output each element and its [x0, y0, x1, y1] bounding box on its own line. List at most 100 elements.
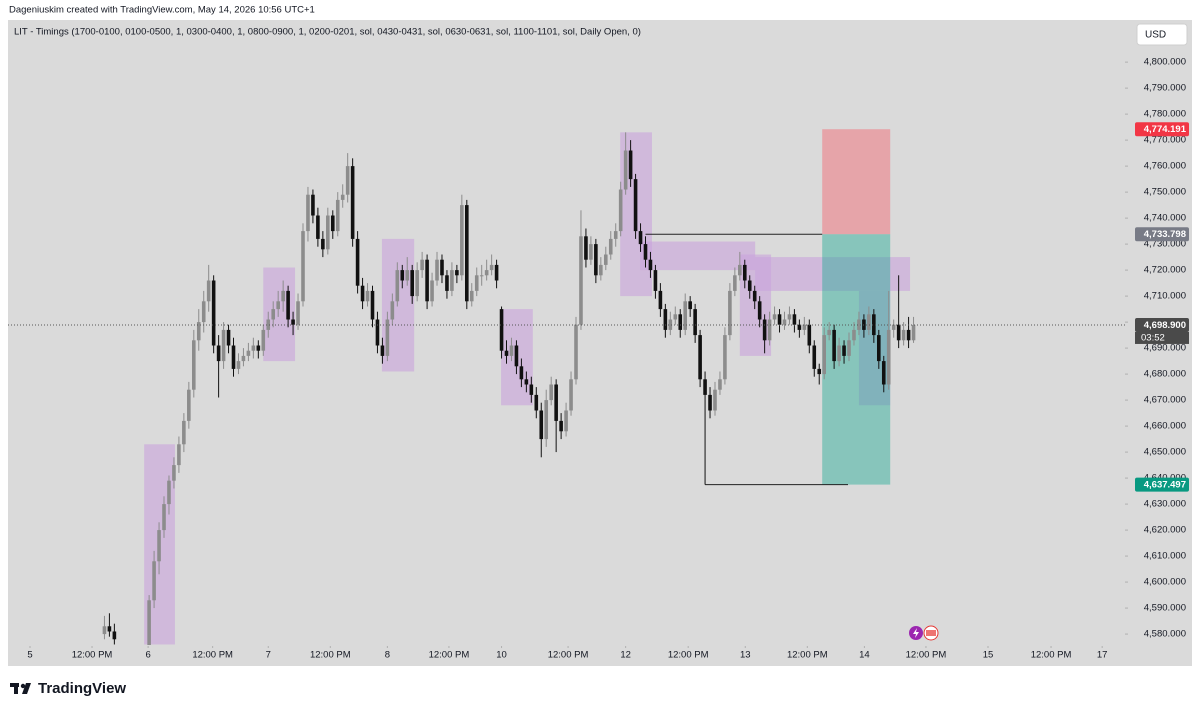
candle-body [390, 301, 395, 320]
stop-zone [822, 129, 891, 235]
x-tick-label: 12:00 PM [1031, 650, 1072, 661]
y-tick-label: 4,770.000 [1144, 135, 1186, 146]
price-label-box [1135, 122, 1189, 137]
candle-body [395, 270, 400, 302]
candle-body [504, 350, 509, 356]
y-tick-label: 4,630.000 [1144, 499, 1186, 510]
candle-body [236, 361, 241, 369]
candle-body [777, 314, 782, 325]
candle-body [842, 345, 846, 356]
candle-body [623, 150, 628, 190]
currency-label[interactable]: USD [1145, 30, 1166, 41]
candle-body [157, 530, 161, 562]
candle-body [330, 215, 335, 232]
y-tick-label: 4,600.000 [1144, 577, 1186, 588]
candle-body [757, 301, 762, 320]
y-tick-label: 4,590.000 [1144, 603, 1186, 614]
candle-body [494, 264, 499, 281]
candle-body [152, 561, 156, 601]
candle-body [484, 270, 489, 276]
candle-body [906, 329, 911, 341]
candle-body [410, 270, 415, 297]
candle-body [708, 394, 712, 411]
currency-button[interactable] [1136, 23, 1188, 46]
candle-body [584, 236, 588, 260]
candle-body [514, 345, 519, 367]
candle-body [733, 275, 737, 291]
candle-body [107, 626, 112, 632]
candle-body [767, 319, 772, 341]
logo-part [22, 683, 31, 694]
candle-body [182, 420, 186, 445]
candle-body [738, 264, 742, 276]
candle-body [802, 324, 807, 330]
y-tick-label: 4,780.000 [1144, 109, 1186, 120]
candle-body [226, 329, 231, 346]
candle-body [589, 244, 593, 260]
candle-body [499, 309, 504, 351]
candle-body [400, 270, 405, 281]
candle-body [474, 275, 479, 291]
candle-body [723, 335, 727, 380]
candle-body [594, 244, 598, 276]
candle-body [469, 290, 474, 302]
candle-body [365, 290, 370, 302]
x-tick-label: 8 [385, 650, 390, 661]
candle-body [693, 309, 697, 336]
candle-body [425, 259, 429, 302]
candle-body [147, 600, 151, 645]
y-tick-label: 4,730.000 [1144, 239, 1186, 250]
candle-body [291, 319, 295, 325]
candle-body [891, 324, 896, 330]
candle-body [643, 244, 648, 260]
candle-body [608, 238, 613, 255]
candle-body [772, 314, 777, 320]
candle-body [613, 231, 618, 239]
candle-body [187, 389, 191, 421]
x-tick-label: 12:00 PM [668, 650, 709, 661]
candle-body [216, 345, 221, 362]
brand: TradingView [38, 680, 126, 697]
logo-part [14, 683, 18, 694]
candle-body [762, 319, 767, 341]
candle-body [435, 259, 439, 281]
icon-flag-glyph [926, 630, 936, 636]
logo-part [20, 683, 26, 689]
candle-body [718, 379, 722, 390]
candle-body [534, 394, 539, 411]
candle-body [847, 340, 851, 356]
candle-body [901, 329, 906, 341]
candle-body [713, 389, 717, 411]
candle-body [266, 319, 271, 330]
x-tick-label: 12:00 PM [310, 650, 351, 661]
candle-body [211, 280, 216, 346]
candle-body [311, 194, 315, 216]
candle-body [663, 309, 668, 330]
candle-body [867, 314, 871, 330]
candle-body [742, 264, 747, 281]
candle-body [683, 301, 688, 330]
x-tick-label: 17 [1097, 650, 1108, 661]
candle-body [529, 384, 534, 395]
y-tick-label: 4,690.000 [1144, 343, 1186, 354]
candle-body [370, 290, 375, 320]
candle-body [465, 205, 469, 302]
candle-body [678, 314, 683, 330]
x-tick-label: 12:00 PM [429, 650, 470, 661]
candle-body [633, 179, 638, 232]
candle-body [559, 420, 563, 432]
candle-body [301, 231, 305, 302]
y-tick-label: 4,670.000 [1144, 395, 1186, 406]
candle-body [787, 314, 792, 320]
candle-body [752, 290, 757, 302]
y-tick-label: 4,760.000 [1144, 161, 1186, 172]
indicator-title: LIT - Timings (1700-0100, 0100-0500, 1, … [14, 27, 641, 38]
x-tick-label: 5 [27, 650, 32, 661]
candle-body [703, 379, 707, 395]
candle-body [162, 504, 166, 531]
y-tick-label: 4,710.000 [1144, 291, 1186, 302]
x-tick-label: 10 [496, 650, 507, 661]
candle-body [276, 301, 280, 310]
candle-body [440, 259, 444, 276]
